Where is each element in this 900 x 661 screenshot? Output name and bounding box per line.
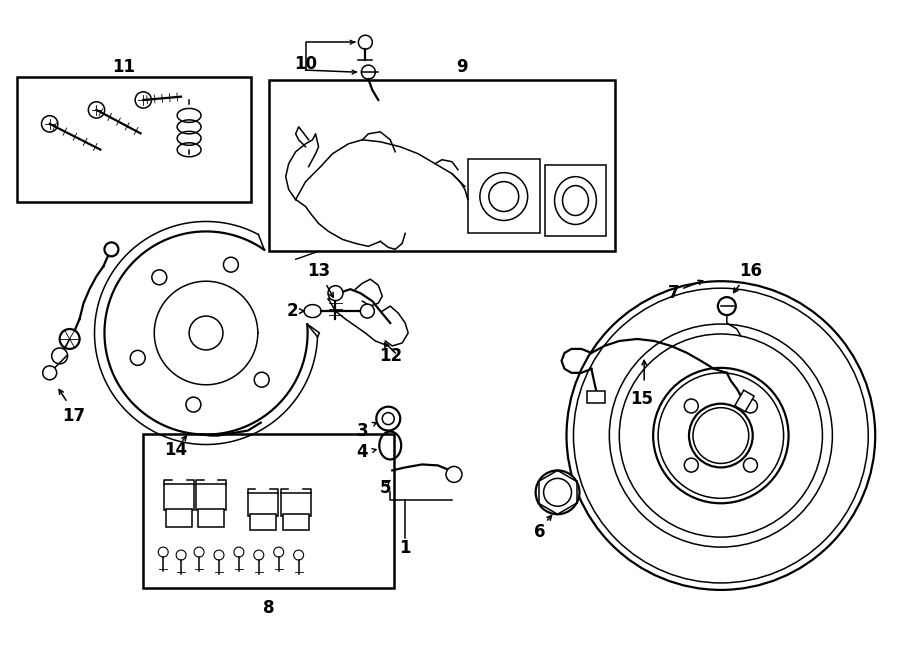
Bar [196, 484, 226, 510]
Text: 15: 15 [630, 390, 652, 408]
Circle shape [214, 550, 224, 560]
Bar [17, 77, 251, 202]
Text: 1: 1 [400, 539, 411, 557]
Bar [198, 509, 224, 527]
Circle shape [274, 547, 284, 557]
Text: 9: 9 [456, 58, 468, 76]
Bar [269, 80, 616, 251]
Text: 11: 11 [112, 58, 135, 76]
Circle shape [544, 479, 572, 506]
Bar [468, 159, 540, 233]
Circle shape [254, 550, 264, 560]
Bar [281, 492, 310, 516]
Bar [734, 390, 754, 412]
Text: 12: 12 [379, 347, 401, 365]
Circle shape [152, 270, 166, 285]
Circle shape [135, 92, 151, 108]
Circle shape [223, 257, 238, 272]
Text: 7: 7 [668, 284, 680, 302]
Text: 17: 17 [62, 407, 86, 424]
Circle shape [186, 397, 201, 412]
Bar [544, 165, 607, 237]
Circle shape [176, 550, 186, 560]
Text: 4: 4 [356, 444, 368, 461]
Bar [166, 509, 192, 527]
Circle shape [446, 467, 462, 483]
Circle shape [293, 550, 303, 560]
Bar [588, 391, 606, 403]
Circle shape [51, 348, 68, 364]
Circle shape [328, 286, 343, 301]
Text: 16: 16 [739, 262, 762, 280]
Bar [164, 484, 194, 510]
Text: 3: 3 [356, 422, 368, 440]
Circle shape [382, 412, 394, 424]
Circle shape [130, 350, 145, 366]
Circle shape [194, 547, 204, 557]
Circle shape [158, 547, 168, 557]
Circle shape [362, 65, 375, 79]
Text: 8: 8 [263, 599, 274, 617]
Circle shape [189, 316, 223, 350]
Text: 13: 13 [307, 262, 330, 280]
Circle shape [42, 366, 57, 380]
Circle shape [358, 35, 373, 49]
Circle shape [59, 329, 79, 349]
Circle shape [254, 372, 269, 387]
Circle shape [360, 304, 374, 318]
Circle shape [376, 407, 400, 430]
Text: 2: 2 [287, 302, 299, 320]
Text: 5: 5 [380, 479, 391, 497]
Text: 10: 10 [294, 55, 317, 73]
Bar [248, 492, 278, 516]
Text: 14: 14 [165, 442, 188, 459]
Text: 6: 6 [534, 523, 545, 541]
Circle shape [104, 243, 119, 256]
Circle shape [41, 116, 58, 132]
Circle shape [234, 547, 244, 557]
Bar [250, 514, 275, 530]
Circle shape [88, 102, 104, 118]
Bar [283, 514, 309, 530]
Circle shape [536, 471, 580, 514]
Bar [143, 434, 394, 588]
